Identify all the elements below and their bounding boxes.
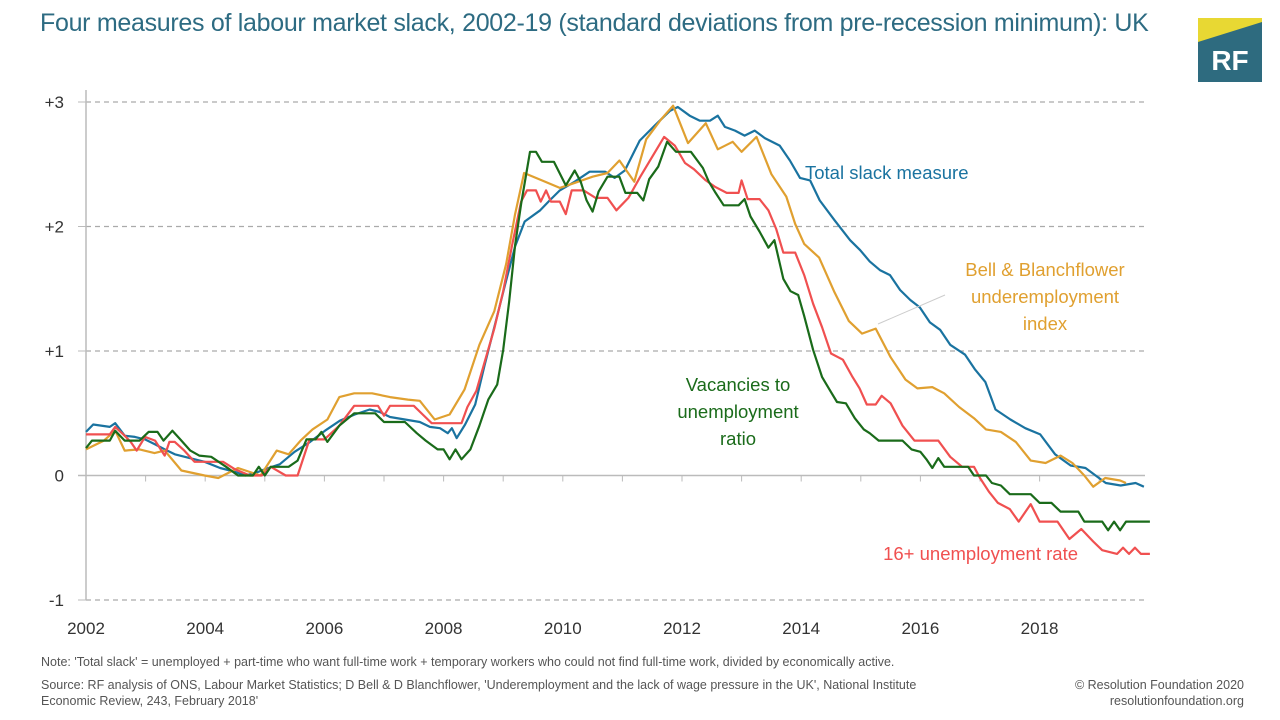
series-label: 16+ unemployment rate <box>883 543 1078 564</box>
y-tick-labels: +3 +2 +1 0 -1 <box>45 93 64 610</box>
chart-source: Source: RF analysis of ONS, Labour Marke… <box>41 677 1041 709</box>
chart-note: Note: 'Total slack' = unemployed + part-… <box>41 655 895 669</box>
series-label-line: 16+ unemployment rate <box>883 543 1078 564</box>
y-tick-label: +1 <box>45 342 64 361</box>
x-tick-label: 2002 <box>67 619 105 638</box>
x-tick-label: 2014 <box>782 619 820 638</box>
x-tick-label: 2008 <box>425 619 463 638</box>
series-line-total-slack-measure <box>85 105 1145 488</box>
axes <box>78 90 1145 600</box>
source-line-2: Economic Review, 243, February 2018' <box>41 694 259 708</box>
x-tick-labels: 2002 2004 2006 2008 2010 2012 2014 2016 2018 <box>67 619 1058 638</box>
chart-title: Four measures of labour market slack, 20… <box>40 9 1149 37</box>
series-label-line: unemployment <box>677 401 798 422</box>
y-tick-label: -1 <box>49 591 64 610</box>
y-tick-label: +3 <box>45 93 64 112</box>
series-label-line: Total slack measure <box>805 162 968 183</box>
series-labels: Total slack measure Bell & Blanchflower un… <box>677 162 1124 564</box>
series-label: Vacancies to unemployment ratio <box>677 374 798 449</box>
rf-logo-mark: RF <box>1198 18 1262 82</box>
series-line-16-unemployment-rate <box>86 135 1150 555</box>
x-tick-label: 2016 <box>901 619 939 638</box>
logo-text: RF <box>1211 45 1248 76</box>
x-tick-label: 2004 <box>186 619 224 638</box>
rf-logo: RF <box>1198 18 1262 82</box>
series-label-line: underemployment <box>971 286 1119 307</box>
copyright: © Resolution Foundation 2020 resolutionf… <box>1075 677 1244 709</box>
series-label-line: Bell & Blanchflower <box>965 259 1124 280</box>
series-label: Bell & Blanchflower underemployment index <box>965 259 1124 334</box>
y-tick-label: +2 <box>45 218 64 237</box>
leader-line <box>877 294 946 325</box>
line-chart: +3+2+10-1 2002 2004 2006 2008 2010 2012 2014 20… <box>45 90 1150 638</box>
source-line-1: Source: RF analysis of ONS, Labour Marke… <box>41 678 917 692</box>
copyright-line-1: © Resolution Foundation 2020 <box>1074 678 1244 692</box>
x-tick-label: 2018 <box>1021 619 1059 638</box>
x-tick-label: 2012 <box>663 619 701 638</box>
series-label: Total slack measure <box>805 162 968 183</box>
series-label-line: Vacancies to <box>686 374 791 395</box>
website-url: resolutionfoundation.org <box>1109 694 1244 708</box>
series-label-line: ratio <box>720 428 756 449</box>
series-line-bell-blanchflower-underemployment-index <box>85 104 1127 488</box>
x-tick-label: 2006 <box>305 619 343 638</box>
series-lines <box>85 104 1150 555</box>
series-label-line: index <box>1023 313 1068 334</box>
series-line-vacancies-to-unemployment-ratio <box>85 140 1150 532</box>
x-tick-label: 2010 <box>544 619 582 638</box>
gridlines <box>78 101 1145 601</box>
y-tick-label: 0 <box>55 467 64 486</box>
